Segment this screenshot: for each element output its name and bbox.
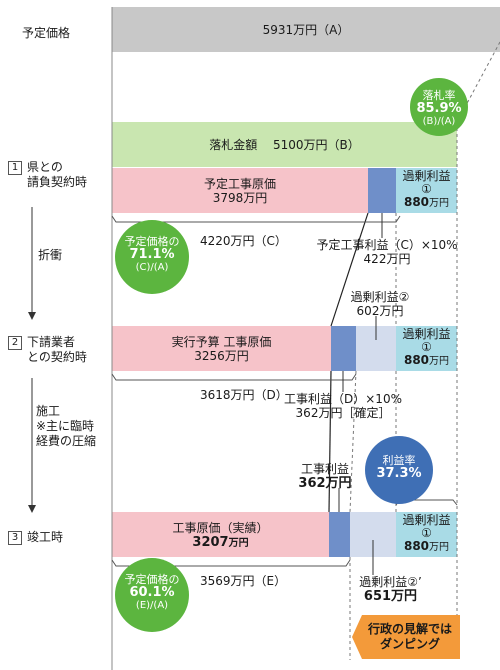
row3-profit-annotation: 工事利益 362万円 [298,462,352,491]
row3-bracket [111,559,351,567]
row3-surplus-text: 過剰利益 ① 880万円 [402,513,451,554]
row1-planned-ratio-circle: 予定価格の 71.1% (C)/(A) [115,220,189,294]
row3-surplus-bar: 過剰利益 ① 880万円 [396,512,457,557]
row2-bracket [111,373,357,381]
row2-surplus-bar: 過剰利益 ① 880万円 [396,326,457,371]
row2-below-value: 3618万円（D） [200,388,288,402]
row2-cost-text: 実行予算 工事原価 3256万円 [171,335,272,363]
arrow-head-2 [28,505,36,513]
planned-price-bar-text: 5931万円（A） [262,23,350,37]
row1-cost-bar: 予定工事原価 3798万円 [112,168,368,213]
row2-cost-bar: 実行予算 工事原価 3256万円 [112,326,331,371]
row1-cost-text: 予定工事原価 3798万円 [203,177,276,205]
row3-cost-text: 工事原価（実績） 3207万円 [172,521,269,550]
row3-profit-bar [329,512,350,557]
row3-surplus2-annotation: 過剰利益②’ 651万円 [359,575,422,604]
profit-connector-2 [328,370,332,513]
row2-profit-bar [331,326,356,371]
winning-bid-bar-text: 落札金額 5100万円（B） [209,138,360,152]
row3-cost-bar: 工事原価（実績） 3207万円 [112,512,329,557]
planned-price-bar: 5931万円（A） [112,7,500,52]
row2-surplus-text: 過剰利益 ① 880万円 [402,327,451,368]
row1-below-value: 4220万円（C） [200,234,287,248]
planned-price-label: 予定価格 [22,26,71,40]
profit-rate-circle: 利益率 37.3% [365,436,433,504]
winning-bid-bar: 落札金額 5100万円（B） [112,122,457,167]
row3-below-value: 3569万円（E） [200,574,287,588]
row1-profit-annotation: 予定工事利益（C）×10% 422万円 [316,238,458,266]
row3-planned-ratio-circle: 予定価格の 60.1% (E)/(A) [115,558,189,632]
row2-profit-annotation: 工事利益（D）×10% 362万円［確定］ [284,392,402,420]
construction-label: 施工 ※主に臨時 経費の圧縮 [36,404,97,448]
row1-bracket [111,215,401,223]
dumping-badge: 行政の見解では ダンピング [352,615,460,659]
step1-label: 1 県との 請負契約時 [8,160,87,190]
row1-profit-bar [368,168,396,213]
step3-number: 3 [8,531,22,545]
row1-surplus-bar: 過剰利益 ① 880万円 [396,168,457,213]
dumping-badge-shape [352,615,460,659]
row2-surplus2-annotation: 過剰利益② 602万円 [350,290,410,318]
negotiation-label: 折衝 [38,248,63,262]
row1-surplus-text: 過剰利益 ① 880万円 [402,169,451,210]
step3-label: 3 竣工時 [8,530,63,545]
step2-label: 2 下請業者 との契約時 [8,335,87,365]
arrow-head-1 [28,312,36,320]
dumping-badge-text: 行政の見解では ダンピング [367,622,452,651]
rakusatsu-rate-circle: 落札率 85.9% (B)/(A) [410,78,468,136]
profit-connector-1 [330,212,369,327]
